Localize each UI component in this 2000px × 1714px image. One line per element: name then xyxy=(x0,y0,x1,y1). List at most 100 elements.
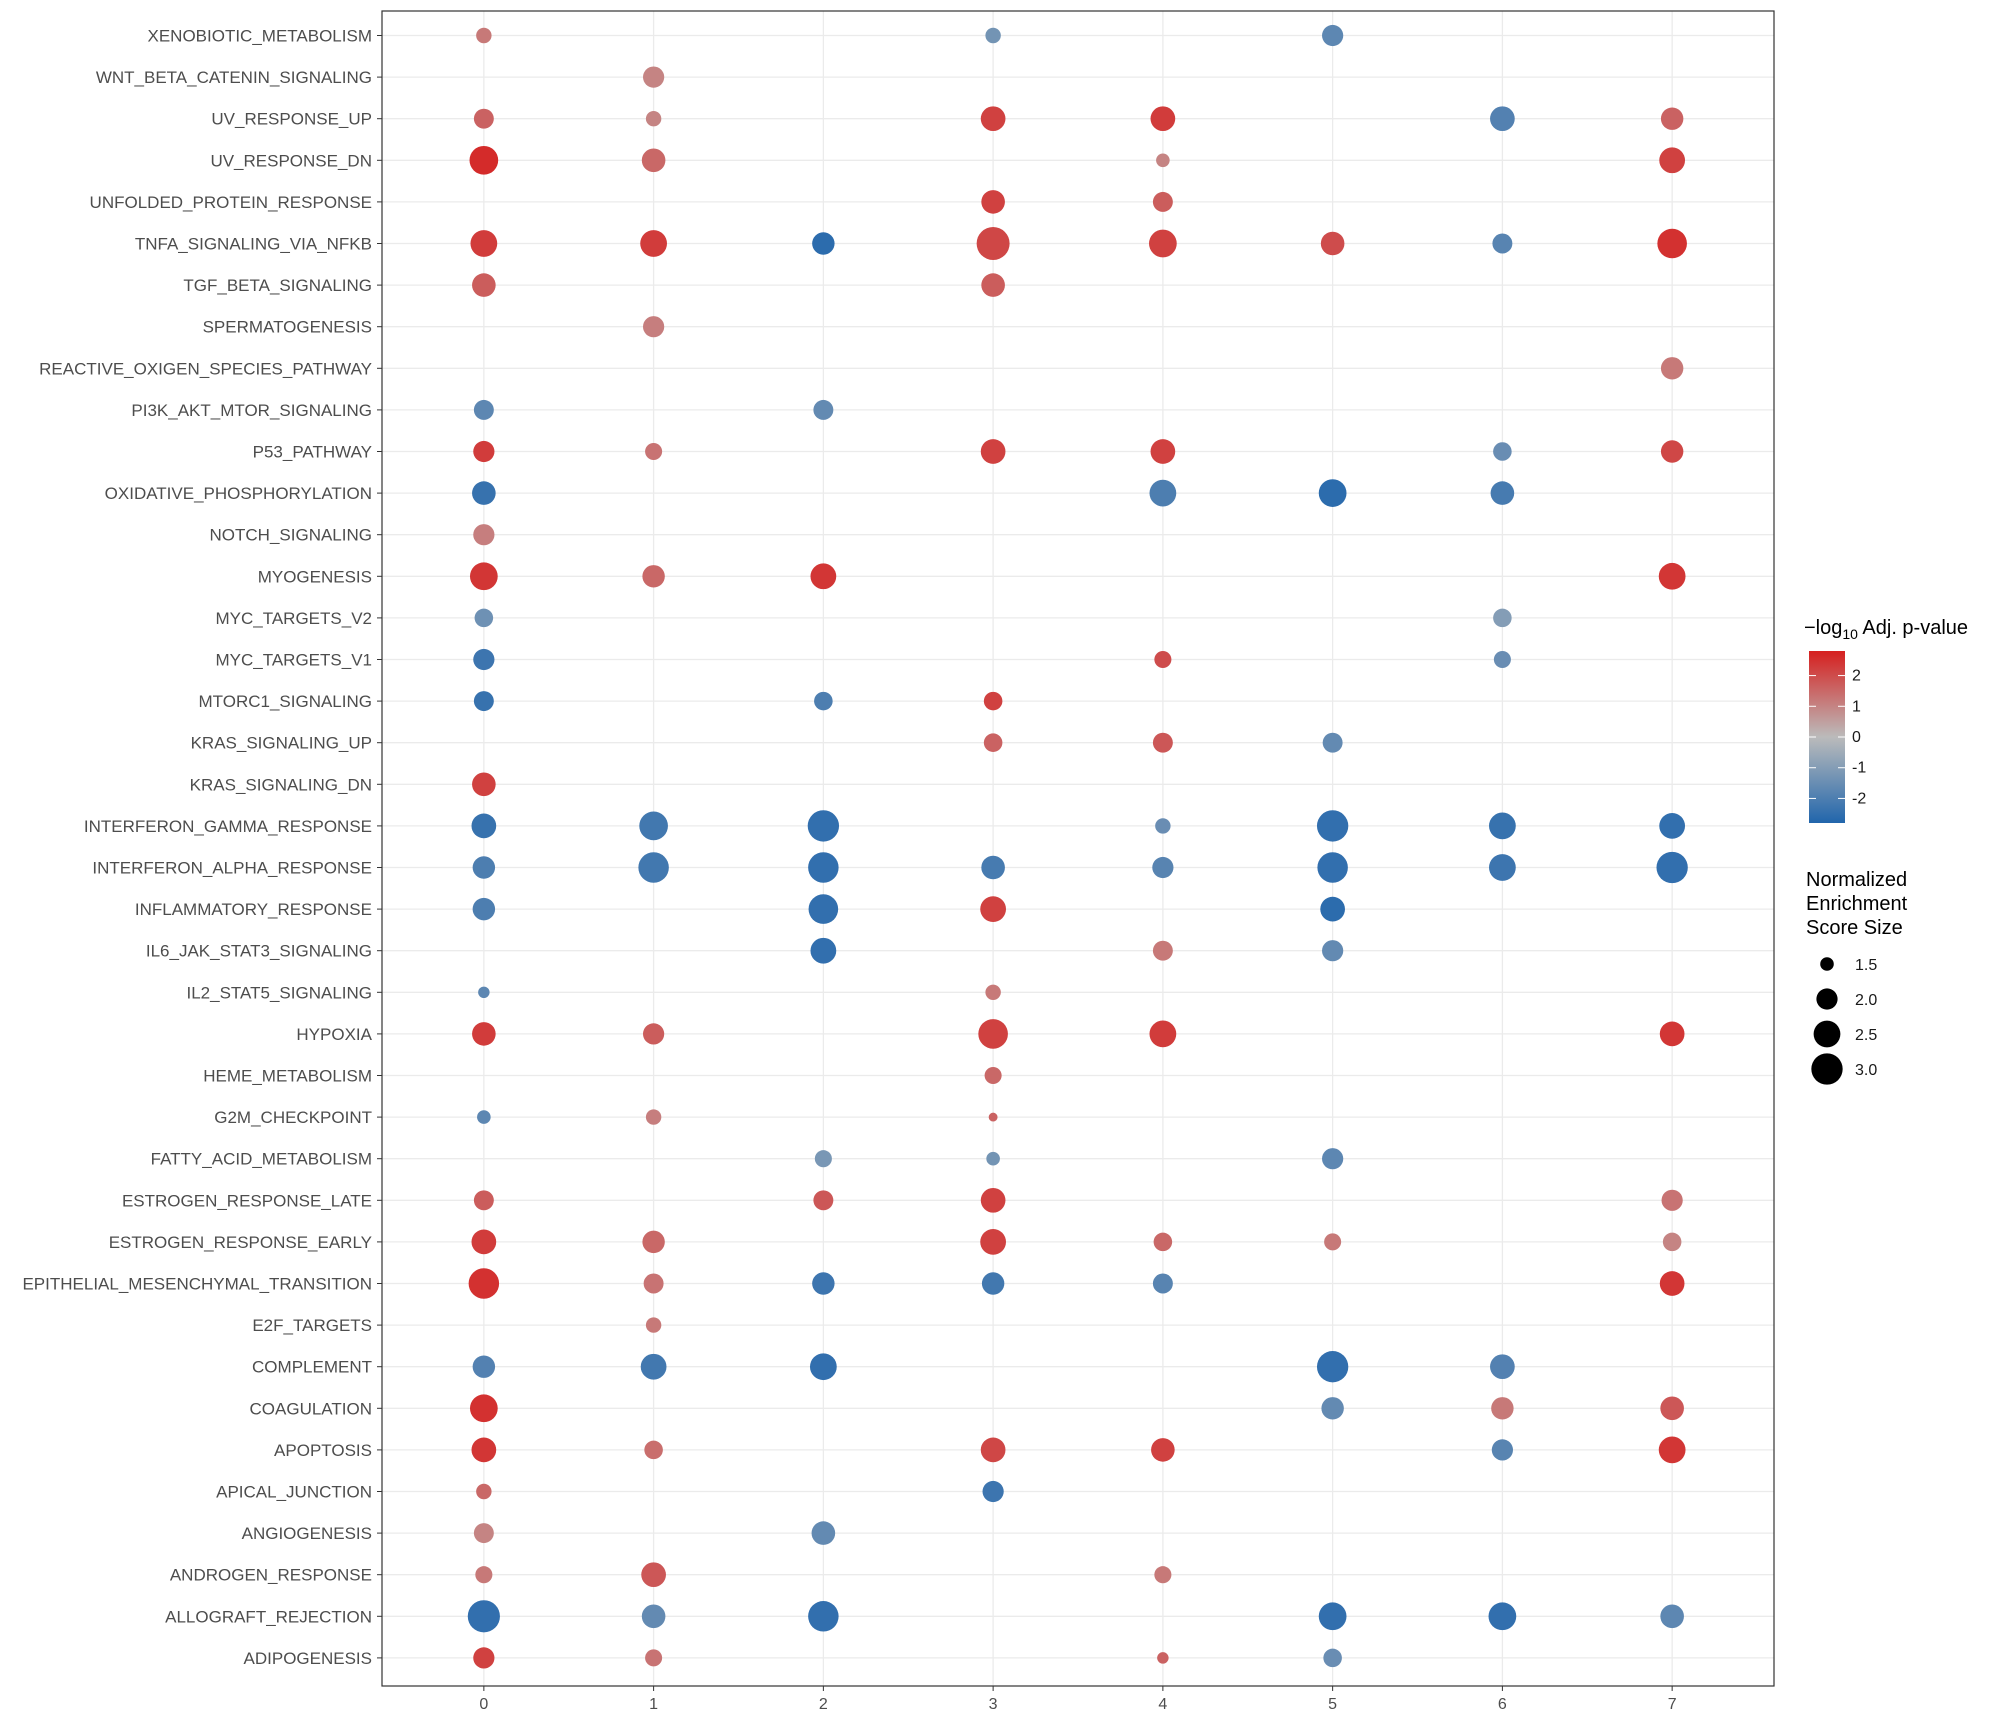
data-point xyxy=(812,232,835,255)
y-tick-label: OXIDATIVE_PHOSPHORYLATION xyxy=(105,484,372,503)
y-tick-label: COAGULATION xyxy=(250,1399,372,1418)
data-point xyxy=(473,1523,494,1544)
data-point xyxy=(473,1190,494,1211)
data-point xyxy=(471,813,497,839)
data-point xyxy=(1322,24,1344,47)
colorbar-ticks: 2 1 0 -1 -2 xyxy=(1809,668,1866,807)
data-point xyxy=(1153,1232,1173,1252)
data-point xyxy=(472,897,496,921)
data-point xyxy=(983,733,1003,752)
color-legend-title-suffix: Adj. p-value xyxy=(1858,617,1968,639)
data-point xyxy=(812,1272,835,1295)
size-legend-dot xyxy=(1820,957,1834,971)
data-point xyxy=(1490,106,1515,132)
data-point xyxy=(642,1230,665,1254)
y-tick-label: APICAL_JUNCTION xyxy=(216,1483,372,1502)
data-point xyxy=(808,1601,839,1632)
x-tick-label: 3 xyxy=(989,1696,998,1713)
data-point xyxy=(640,1353,667,1380)
data-point xyxy=(642,316,665,338)
x-tick-label: 0 xyxy=(479,1696,488,1713)
data-point xyxy=(472,1022,496,1046)
data-point xyxy=(1316,1351,1349,1383)
data-point xyxy=(1656,851,1688,884)
data-point xyxy=(1321,1397,1344,1420)
data-point xyxy=(1492,233,1513,254)
y-tick-label: IL6_JAK_STAT3_SIGNALING xyxy=(146,942,372,961)
color-legend: −log10 Adj. p-value 210-1-2 xyxy=(1804,617,1968,823)
data-point xyxy=(1149,479,1177,507)
y-tick-label: REACTIVE_OXIGEN_SPECIES_PATHWAY xyxy=(39,359,372,378)
data-point xyxy=(476,1483,492,1500)
data-point xyxy=(473,648,495,671)
size-legend-label: 3.0 xyxy=(1855,1062,1877,1079)
size-legend-dot xyxy=(1811,1053,1843,1085)
data-point xyxy=(478,986,490,999)
y-tick-label: TGF_BETA_SIGNALING xyxy=(183,276,372,295)
data-point xyxy=(1659,1271,1685,1296)
data-point xyxy=(472,273,496,297)
x-axis-labels: 0 1 2 3 4 5 6 7 xyxy=(479,1686,1677,1713)
data-point xyxy=(638,852,669,883)
data-point xyxy=(985,984,1001,1001)
y-tick-label: MTORC1_SIGNALING xyxy=(198,692,372,711)
data-point xyxy=(1490,1354,1515,1380)
plot-panel-border xyxy=(381,10,1775,1687)
data-point xyxy=(473,1647,495,1669)
size-legend-title-line-1: Normalized xyxy=(1806,869,1907,891)
data-point xyxy=(473,440,495,463)
y-tick-label: WNT_BETA_CATENIN_SIGNALING xyxy=(96,68,372,87)
size-legend-dot xyxy=(1816,988,1838,1010)
grid-lines xyxy=(382,11,1774,1686)
size-legend-label: 2.5 xyxy=(1855,1027,1877,1044)
data-point xyxy=(1491,1439,1514,1461)
colorbar-tick-label: 0 xyxy=(1852,729,1861,746)
data-point xyxy=(1660,107,1684,130)
data-point xyxy=(1149,1020,1177,1048)
y-tick-label: TNFA_SIGNALING_VIA_NFKB xyxy=(135,235,372,254)
x-tick-label: 5 xyxy=(1328,1696,1337,1713)
data-point xyxy=(472,772,496,797)
color-legend-title-prefix: −log xyxy=(1804,617,1842,639)
data-point xyxy=(1320,231,1345,256)
x-tick-label: 4 xyxy=(1158,1696,1167,1713)
data-point xyxy=(1317,852,1348,883)
data-point xyxy=(1149,229,1177,258)
data-point xyxy=(814,691,833,711)
data-point xyxy=(473,108,494,129)
data-point xyxy=(982,1480,1004,1503)
data-point xyxy=(639,811,668,841)
y-tick-label: HEME_METABOLISM xyxy=(203,1067,372,1086)
data-point xyxy=(467,1600,500,1633)
size-legend-title-line-3: Score Size xyxy=(1806,917,1903,939)
data-point xyxy=(1660,1396,1684,1421)
y-tick-label: EPITHELIAL_MESENCHYMAL_TRANSITION xyxy=(22,1275,372,1294)
data-point xyxy=(645,442,663,461)
data-point xyxy=(1493,608,1512,628)
data-point xyxy=(810,563,837,590)
data-point xyxy=(471,1229,497,1255)
data-point xyxy=(813,1190,834,1211)
data-point xyxy=(468,1268,500,1299)
y-tick-label: ESTROGEN_RESPONSE_LATE xyxy=(122,1191,372,1210)
data-point xyxy=(981,190,1005,214)
data-point xyxy=(1322,940,1344,962)
data-point xyxy=(643,1273,664,1294)
data-point xyxy=(472,856,496,879)
y-tick-label: INFLAMMATORY_RESPONSE xyxy=(135,900,372,919)
data-point xyxy=(1659,1021,1685,1047)
data-point xyxy=(1491,1397,1514,1420)
data-point xyxy=(1658,1436,1686,1464)
data-point xyxy=(477,1110,491,1124)
y-tick-label: UV_RESPONSE_UP xyxy=(211,110,372,129)
y-tick-label: NOTCH_SIGNALING xyxy=(210,526,372,545)
data-point xyxy=(1152,732,1173,753)
data-point xyxy=(470,230,498,257)
data-point xyxy=(980,439,1006,464)
data-point xyxy=(469,1394,498,1423)
data-point xyxy=(1324,1233,1342,1251)
data-point xyxy=(642,565,665,588)
data-point xyxy=(813,399,834,420)
y-axis-labels: ADIPOGENESIS ALLOGRAFT_REJECTION ANDROGEN_… xyxy=(22,27,382,1668)
data-point xyxy=(1657,228,1687,259)
